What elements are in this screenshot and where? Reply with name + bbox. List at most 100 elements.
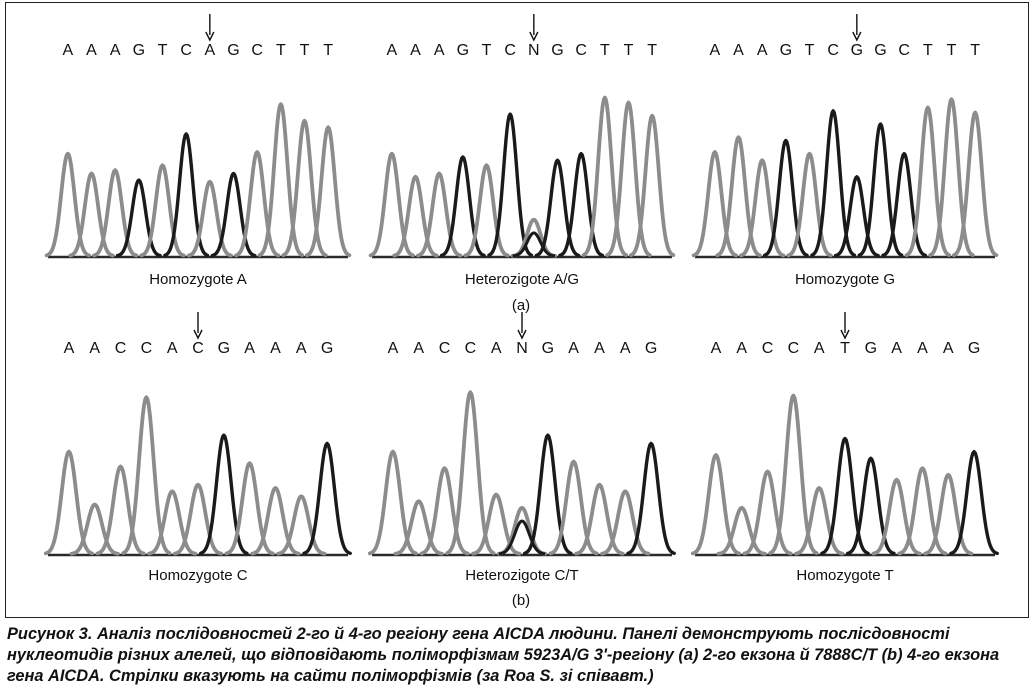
sequence-letter: A — [244, 340, 255, 357]
sequence-letter: G — [780, 42, 792, 59]
sequence-letter: A — [594, 340, 605, 357]
chromatogram-peak — [881, 152, 928, 258]
chromatogram-peak — [210, 171, 257, 258]
chromatogram-peak — [367, 449, 418, 556]
panel-label: Homozygote C — [148, 567, 248, 584]
chromatogram-peak — [904, 105, 951, 258]
chromatogram-peak — [186, 179, 233, 258]
chromatogram-peak — [281, 118, 328, 258]
chromatogram-peak — [605, 100, 652, 257]
chromatogram-peak — [224, 461, 275, 556]
sequence-letter: T — [323, 42, 333, 59]
chromatogram-secondary-peak — [512, 231, 556, 258]
chromatogram-peak — [463, 163, 510, 258]
sequence-letter: A — [86, 42, 97, 59]
panel-label: Heterozigote A/G — [464, 271, 580, 288]
subfigure-label-a: (a) — [511, 297, 531, 314]
sequence-letter: G — [227, 42, 239, 59]
chromatogram-peak — [43, 449, 94, 556]
chromatogram-peak — [115, 178, 162, 258]
chromatogram-peak — [923, 472, 974, 556]
sequence-letter: T — [647, 42, 657, 59]
sequence-letter: T — [923, 42, 933, 59]
chromatogram-peak — [419, 466, 470, 556]
chromatogram-peak — [471, 492, 522, 556]
sequence-letter: C — [115, 340, 127, 357]
sequence-letter: T — [276, 42, 286, 59]
sequence-letter: A — [413, 340, 424, 357]
chromatogram-peak — [810, 109, 857, 257]
chromatogram-peak — [302, 441, 352, 556]
chromatogram-peak — [897, 466, 948, 556]
sequence-letter: A — [757, 42, 768, 59]
sequence-letter: A — [917, 340, 928, 357]
sequence-letter: T — [840, 340, 850, 357]
chromatogram-peak — [558, 152, 605, 258]
sequence-letter: G — [457, 42, 469, 59]
sequence-letter: A — [709, 42, 720, 59]
sequence-letter: C — [192, 340, 204, 357]
sequence-letter: C — [141, 340, 153, 357]
sequence-letter: N — [516, 340, 528, 357]
chromatogram-peak — [820, 436, 870, 556]
sequence-letter: G — [865, 340, 877, 357]
chromatogram-peak — [234, 150, 281, 258]
chromatogram-peak — [845, 456, 896, 556]
chromatogram-peak — [762, 138, 809, 258]
sequence-letter: G — [542, 340, 554, 357]
chromatogram-peak — [626, 441, 676, 556]
sequence-letter: A — [167, 340, 178, 357]
sequence-letter: A — [296, 340, 307, 357]
chromatogram-peak — [305, 125, 352, 258]
sequence-letter: A — [491, 340, 502, 357]
sequence-letter: G — [645, 340, 657, 357]
sequence-letter: T — [158, 42, 168, 59]
sequence-letter: G — [133, 42, 145, 59]
sequence-letter: A — [62, 42, 73, 59]
panel-label: Heterozigote C/T — [465, 567, 579, 584]
sequence-letter: G — [551, 42, 563, 59]
chromatogram-peak — [250, 486, 301, 556]
sequence-letter: A — [711, 340, 722, 357]
chromatogram-peak — [548, 459, 599, 556]
chromatogram-peak — [949, 450, 999, 556]
polymorphism-arrow-icon — [517, 312, 527, 340]
sequence-letter: A — [386, 42, 397, 59]
chromatogram-peak — [416, 171, 463, 258]
sequence-letter: C — [762, 340, 774, 357]
sequence-letter: A — [64, 340, 75, 357]
sequence-letter: A — [814, 340, 825, 357]
chromatogram-peak — [857, 122, 904, 257]
sequence-letter: A — [434, 42, 445, 59]
chromatogram-secondary-peak — [498, 519, 546, 556]
polymorphism-arrow-icon — [193, 312, 203, 340]
chromatogram-peak — [147, 489, 198, 556]
polymorphism-arrow-icon — [840, 312, 850, 340]
chromatogram-peak — [952, 110, 999, 258]
chromatogram-peak — [600, 489, 651, 556]
panel-label: Homozygote G — [794, 271, 896, 288]
chromatogram-peak — [786, 151, 833, 258]
chromatogram-peak — [95, 464, 146, 556]
chromatogram-peak — [716, 505, 767, 556]
chromatogram-peak — [574, 482, 625, 556]
sequence-letter: A — [204, 42, 215, 59]
chromatogram-peak — [439, 155, 486, 258]
chromatogram-peak — [871, 477, 922, 556]
sequence-letter: G — [874, 42, 886, 59]
sequence-letter: A — [733, 42, 744, 59]
chromatogram-peak — [691, 150, 738, 258]
sequence-letter: C — [251, 42, 263, 59]
sequence-letter: C — [180, 42, 192, 59]
chromatogram-peak — [172, 482, 224, 556]
sequence-letter: A — [568, 340, 579, 357]
sequence-letter: T — [300, 42, 310, 59]
